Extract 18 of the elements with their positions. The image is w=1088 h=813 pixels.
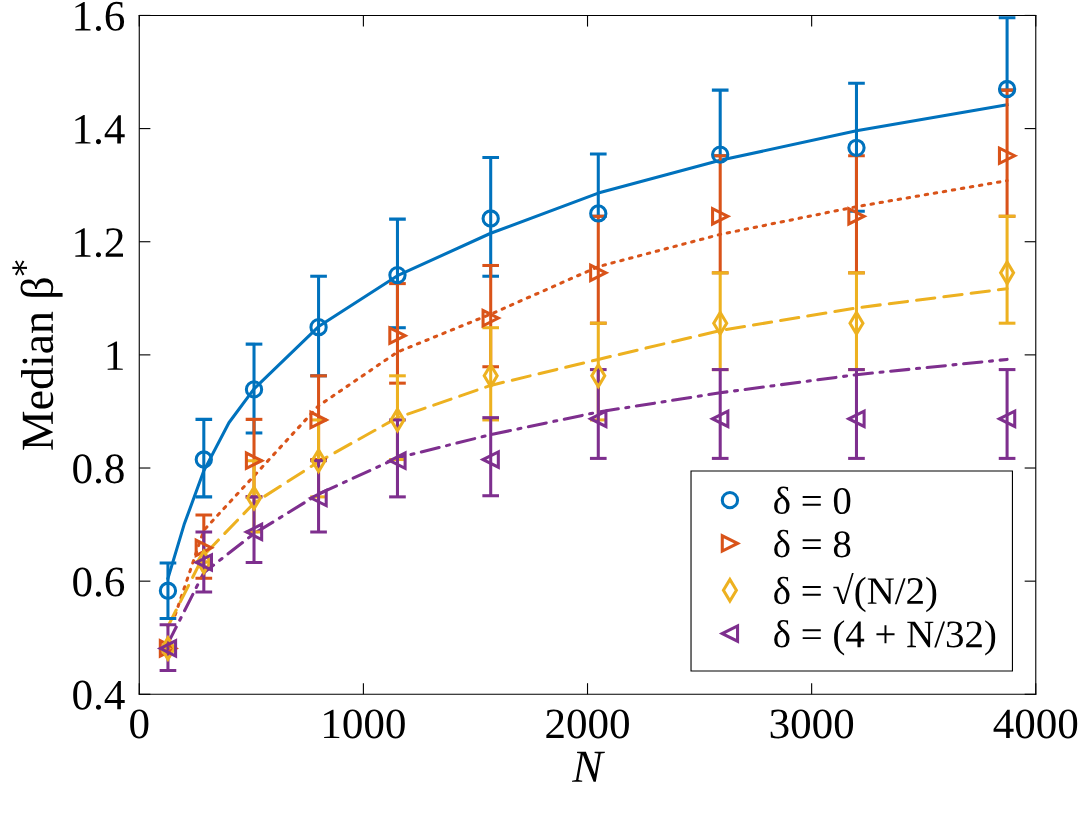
y-axis-title: Median β$^{*}$: [12, 260, 63, 450]
x-axis-title: N: [571, 751, 605, 782]
legend-label: δ = √(N/2): [774, 573, 937, 613]
y-tick-label: 0.8: [73, 454, 124, 484]
x-tick-label: 0: [130, 709, 149, 739]
y-tick-label: 1.2: [75, 228, 123, 258]
y-tick-label: 0.6: [73, 567, 125, 597]
y-tick-label: 1.4: [75, 115, 125, 145]
legend-label: δ = (4 + N/32): [774, 619, 996, 656]
y-tick-label: 1: [107, 341, 123, 370]
legend-label: δ = 8: [774, 529, 851, 558]
y-tick-label: 1.6: [75, 1, 125, 31]
legend-label: δ = 0: [774, 486, 851, 515]
x-tick-label: 1000: [324, 709, 405, 739]
y-tick-label: 0.4: [73, 680, 125, 710]
x-tick-label: 2000: [546, 709, 629, 739]
x-tick-label: 3000: [770, 709, 854, 739]
x-tick-label: 4000: [993, 709, 1078, 739]
